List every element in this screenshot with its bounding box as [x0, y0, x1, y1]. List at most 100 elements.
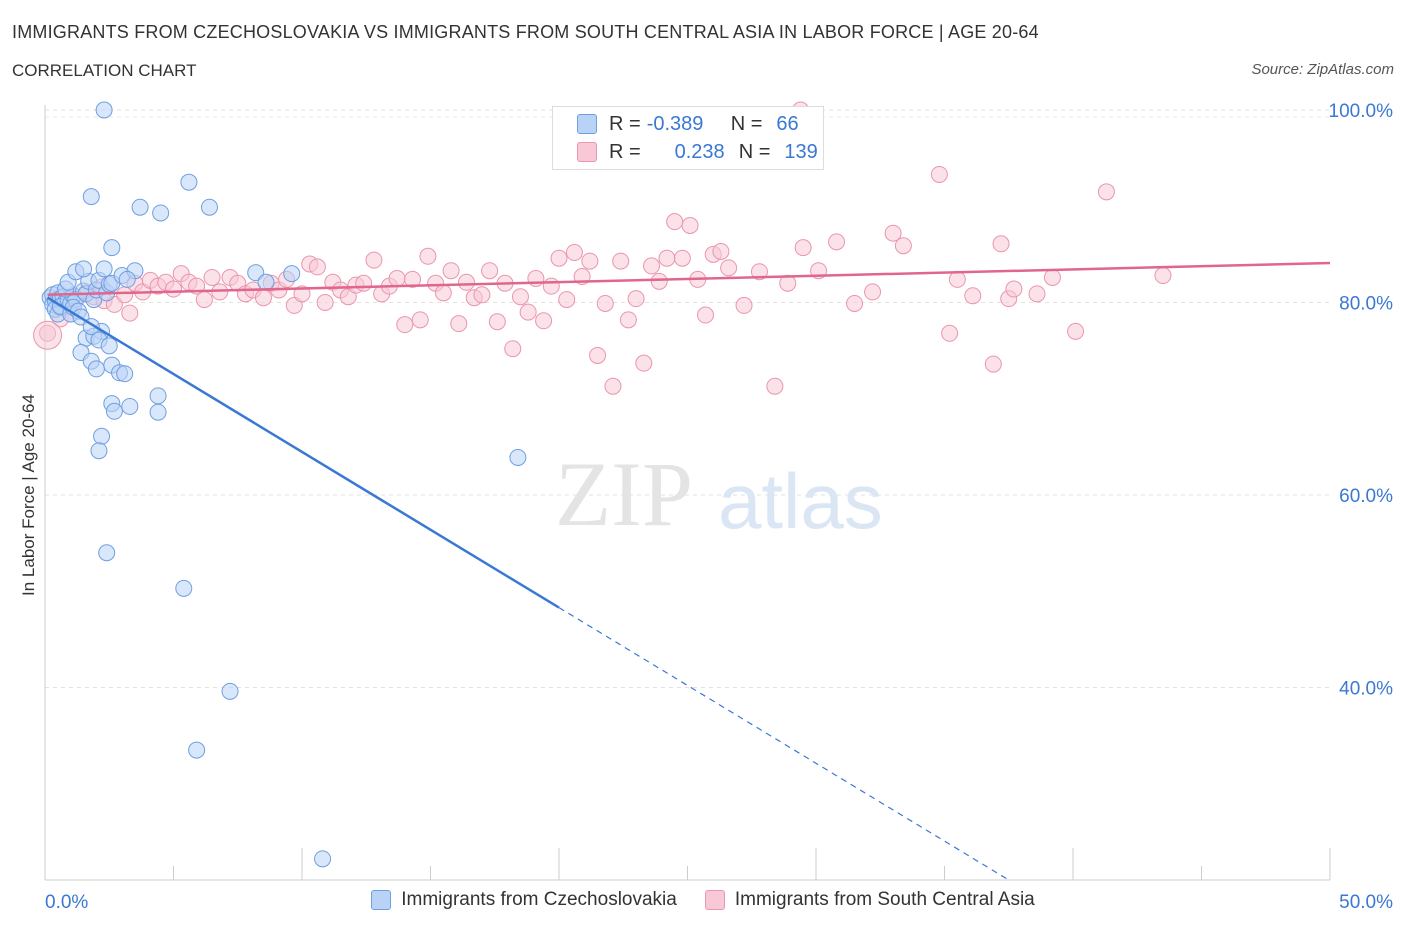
data-point-south-central-asia — [1005, 280, 1023, 298]
legend-swatch-czechoslovakia — [577, 114, 597, 134]
data-point-south-central-asia — [596, 294, 614, 312]
data-point-czechoslovakia — [221, 682, 239, 700]
n-label: N = — [730, 112, 763, 135]
data-point-czechoslovakia — [75, 260, 93, 278]
r-value: 0.238 — [674, 140, 725, 163]
data-point-south-central-asia — [434, 284, 452, 302]
data-point-czechoslovakia — [95, 101, 113, 119]
r-label: R = — [609, 140, 641, 163]
r-label: R = — [609, 112, 641, 135]
data-point-south-central-asia — [203, 268, 221, 286]
data-point-czechoslovakia — [200, 198, 218, 216]
data-point-south-central-asia — [619, 311, 637, 329]
n-value: 66 — [776, 112, 799, 135]
data-point-south-central-asia — [442, 262, 460, 280]
data-point-south-central-asia — [984, 355, 1002, 373]
data-point-czechoslovakia — [257, 273, 275, 291]
data-point-south-central-asia — [558, 291, 576, 309]
legend-item-czechoslovakia: Immigrants from Czechoslovakia — [371, 889, 677, 911]
data-point-czechoslovakia — [118, 270, 136, 288]
x-tick-label: 0.0% — [45, 892, 88, 913]
data-point-czechoslovakia — [82, 188, 100, 206]
watermark-atlas: atlas — [718, 457, 883, 545]
legend-swatch-south-central-asia — [704, 890, 725, 910]
y-tick-label: 40.0% — [1339, 679, 1393, 700]
data-point-czechoslovakia — [175, 579, 193, 597]
correlation-legend: R = -0.389 N = 66 R = 0.238 N = 139 — [552, 106, 824, 170]
legend-row-czechoslovakia: R = -0.389 N = 66 — [577, 111, 799, 137]
data-point-czechoslovakia — [105, 402, 123, 420]
data-point-south-central-asia — [457, 273, 475, 291]
data-point-south-central-asia — [948, 270, 966, 288]
data-point-south-central-asia — [735, 296, 753, 314]
data-point-south-central-asia — [565, 243, 583, 261]
data-point-czechoslovakia — [98, 544, 116, 562]
data-point-south-central-asia — [712, 242, 730, 260]
data-point-south-central-asia — [828, 233, 846, 251]
legend-swatch-south-central-asia — [577, 142, 597, 162]
legend-label-south-central-asia: Immigrants from South Central Asia — [734, 889, 1035, 910]
n-value: 139 — [784, 140, 818, 163]
legend-item-south-central-asia: Immigrants from South Central Asia — [704, 889, 1035, 911]
data-point-south-central-asia — [355, 274, 373, 292]
data-point-south-central-asia — [604, 377, 622, 395]
data-point-south-central-asia — [666, 213, 684, 231]
data-point-south-central-asia — [365, 251, 383, 269]
data-point-south-central-asia — [535, 312, 553, 330]
data-point-south-central-asia — [964, 287, 982, 305]
data-point-czechoslovakia — [121, 397, 139, 415]
data-point-czechoslovakia — [90, 442, 108, 460]
data-point-czechoslovakia — [509, 448, 527, 466]
trend-line-south-central-asia — [47, 261, 1331, 297]
data-point-south-central-asia — [1154, 267, 1172, 285]
data-point-south-central-asia — [750, 263, 768, 281]
y-tick-label: 60.0% — [1339, 486, 1393, 507]
data-point-czechoslovakia — [87, 360, 105, 378]
data-point-south-central-asia — [992, 235, 1010, 253]
data-point-south-central-asia — [316, 294, 334, 311]
data-point-south-central-asia — [1097, 183, 1115, 201]
data-point-south-central-asia — [511, 288, 529, 306]
data-point-south-central-asia — [658, 249, 676, 267]
x-tick-label: 50.0% — [1339, 892, 1393, 913]
data-point-south-central-asia — [396, 316, 414, 334]
data-point-south-central-asia — [411, 311, 429, 329]
data-point-south-central-asia — [930, 165, 948, 183]
legend-label-czechoslovakia: Immigrants from Czechoslovakia — [401, 889, 677, 910]
data-point-south-central-asia — [794, 239, 812, 257]
data-point-south-central-asia — [884, 224, 902, 242]
data-point-south-central-asia — [473, 286, 491, 304]
data-point-south-central-asia — [404, 270, 422, 288]
data-point-south-central-asia — [673, 249, 691, 267]
data-point-south-central-asia — [864, 283, 882, 301]
data-point-south-central-asia — [766, 377, 784, 395]
data-point-czechoslovakia — [103, 239, 121, 257]
chart-subtitle: CORRELATION CHART — [12, 61, 197, 80]
data-point-south-central-asia — [720, 259, 738, 277]
data-point-czechoslovakia — [100, 337, 118, 355]
data-point-south-central-asia — [612, 252, 630, 270]
legend-swatch-czechoslovakia — [371, 890, 392, 910]
data-point-south-central-asia — [846, 294, 864, 312]
series-legend: Immigrants from Czechoslovakia Immigrant… — [0, 889, 1406, 911]
data-point-south-central-asia — [941, 324, 959, 342]
data-point-south-central-asia — [635, 354, 653, 372]
data-point-south-central-asia — [681, 217, 699, 234]
watermark-zip: ZIP — [555, 443, 693, 545]
data-point-south-central-asia — [308, 258, 326, 276]
data-point-czechoslovakia — [152, 204, 170, 222]
data-point-czechoslovakia — [95, 260, 113, 278]
legend-row-south-central-asia: R = 0.238 N = 139 — [577, 139, 818, 165]
y-tick-label: 80.0% — [1339, 294, 1393, 315]
data-point-czechoslovakia — [93, 427, 111, 445]
data-point-czechoslovakia — [149, 387, 167, 405]
data-point-south-central-asia — [254, 289, 272, 307]
data-point-south-central-asia — [643, 257, 661, 275]
data-point-czechoslovakia — [314, 850, 332, 868]
data-point-czechoslovakia — [283, 265, 301, 283]
chart-title: IMMIGRANTS FROM CZECHOSLOVAKIA VS IMMIGR… — [12, 22, 1039, 42]
data-point-south-central-asia — [1028, 285, 1046, 303]
data-point-south-central-asia — [450, 315, 468, 333]
data-point-south-central-asia — [894, 237, 912, 255]
data-point-south-central-asia — [581, 252, 599, 270]
